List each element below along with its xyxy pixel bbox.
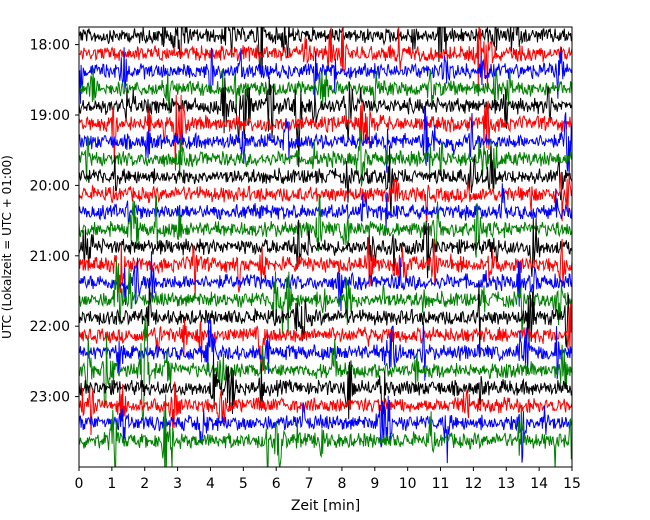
trace-2100 (79, 237, 572, 298)
trace-1945 (79, 145, 572, 219)
trace-2215 (79, 319, 572, 381)
x-tick-label: 5 (239, 476, 248, 492)
plot-frame (78, 26, 573, 468)
y-axis: 18:00 19:00 20:00 21:00 22:00 23:00 (30, 38, 79, 406)
x-tick-label: 14 (530, 476, 548, 492)
x-axis-label: Zeit [min] (291, 498, 360, 514)
trace-1800 (79, 27, 572, 91)
y-tick-label: 18:00 (30, 38, 70, 54)
x-tick-label: 12 (464, 476, 482, 492)
trace-2015 (79, 183, 572, 231)
y-tick-label: 19:00 (30, 108, 70, 124)
trace-2145 (79, 277, 572, 354)
y-tick-label: 20:00 (30, 178, 70, 194)
x-tick-label: 7 (305, 476, 314, 492)
x-tick-label: 2 (140, 476, 149, 492)
y-axis-label: UTC (Lokalzeit = UTC + 01:00) (0, 155, 14, 339)
y-tick-label: 22:00 (30, 319, 70, 335)
trace-1915 (79, 103, 572, 174)
trace-2115 (79, 251, 572, 312)
trace-2245 (79, 354, 572, 432)
trace-2045 (79, 217, 572, 279)
x-tick-label: 11 (432, 476, 450, 492)
trace-2000 (79, 171, 572, 223)
trace-1930 (79, 130, 572, 192)
x-tick-label: 9 (370, 476, 379, 492)
trace-2300 (79, 381, 572, 436)
x-tick-label: 10 (399, 476, 417, 492)
x-tick-label: 15 (563, 476, 581, 492)
y-tick-label: 21:00 (30, 249, 70, 265)
trace-1745 (79, 27, 572, 75)
x-tick-label: 0 (75, 476, 84, 492)
trace-1815 (79, 47, 572, 104)
trace-group (79, 27, 572, 467)
x-axis: 0 1 2 3 4 5 6 7 8 9 10 11 12 13 14 15 (75, 467, 581, 492)
x-tick-label: 13 (497, 476, 515, 492)
x-tick-label: 1 (107, 476, 116, 492)
x-tick-label: 8 (337, 476, 346, 492)
y-tick-label: 23:00 (30, 390, 70, 406)
trace-2030 (79, 194, 572, 258)
trace-2315 (79, 395, 572, 464)
trace-2230 (79, 316, 572, 421)
trace-2330 (79, 394, 572, 467)
trace-2200 (79, 294, 572, 372)
trace-2130 (79, 259, 572, 339)
trace-1845 (79, 76, 572, 168)
trace-1900 (79, 94, 572, 171)
x-tick-label: 3 (173, 476, 182, 492)
x-tick-label: 4 (206, 476, 215, 492)
x-tick-label: 6 (272, 476, 281, 492)
